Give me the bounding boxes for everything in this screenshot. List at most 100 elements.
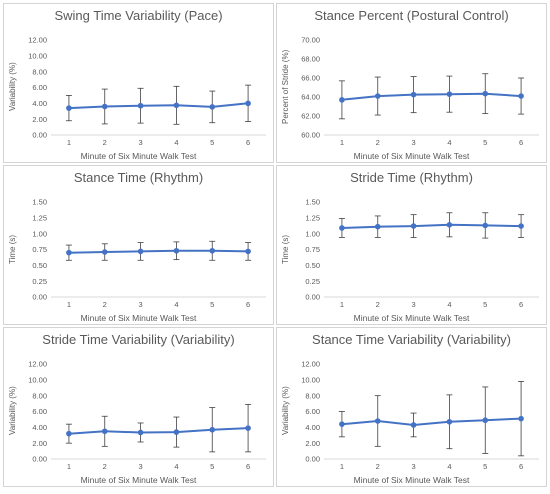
x-tick-label: 3 (138, 300, 142, 309)
x-axis-title: Minute of Six Minute Walk Test (80, 313, 197, 323)
data-point (209, 104, 216, 110)
x-axis-title: Minute of Six Minute Walk Test (80, 151, 197, 161)
y-tick-label: 8.00 (305, 391, 320, 400)
y-tick-label: 2.00 (32, 439, 47, 448)
y-tick-label: 0.00 (305, 293, 320, 302)
data-point (482, 417, 489, 424)
chart-panel: Stance Time (Rhythm) 0.00 0.25 0.50 0.75 1.00… (3, 165, 274, 325)
data-point (518, 93, 524, 99)
series-line (341, 417, 522, 427)
x-tick-label: 3 (411, 462, 415, 471)
x-tick-label: 3 (138, 462, 142, 471)
x-tick-label: 2 (103, 462, 107, 471)
x-axis-title: Minute of Six Minute Walk Test (80, 475, 197, 485)
data-point (374, 223, 381, 230)
x-tick-label: 6 (519, 138, 523, 147)
y-tick-label: 10.00 (28, 51, 47, 60)
data-point (482, 222, 489, 229)
y-tick-label: 2.00 (305, 439, 320, 448)
data-point (245, 248, 251, 255)
data-point (66, 430, 72, 437)
x-tick-label: 3 (411, 138, 415, 147)
data-point (339, 421, 345, 427)
x-tick-label: 1 (340, 300, 344, 309)
data-point (66, 105, 72, 111)
y-tick-label: 4.00 (32, 99, 47, 108)
y-tick-label: 66.00 (301, 74, 320, 83)
y-tick-label: 0.00 (305, 455, 320, 464)
chart-panel: Stride Time Variability (Variability) 0.0… (3, 327, 274, 487)
y-tick-label: 12.00 (301, 360, 320, 369)
x-tick-label: 5 (483, 300, 487, 309)
y-tick-label: 8.00 (32, 391, 47, 400)
y-axis-title: Percent of Stride (%) (281, 49, 290, 125)
x-tick-label: 2 (376, 300, 380, 309)
x-tick-label: 4 (174, 300, 178, 309)
y-tick-label: 4.00 (32, 423, 47, 432)
chart-panel: Stride Time (Rhythm) 0.00 0.25 0.50 0.75 1.00… (276, 165, 547, 325)
data-point (66, 249, 72, 256)
y-tick-label: 60.00 (301, 131, 320, 140)
y-tick-label: 1.00 (32, 229, 47, 238)
data-point (446, 91, 453, 97)
chart-title: Stride Time (Rhythm) (350, 170, 473, 185)
data-point (245, 100, 251, 107)
x-tick-label: 1 (67, 462, 71, 471)
y-axis-title: Variability (%) (8, 62, 17, 112)
data-point (173, 102, 180, 109)
x-tick-label: 2 (376, 138, 380, 147)
chart-panel: Stance Percent (Postural Control) 60.00 6 2… (276, 3, 547, 163)
y-tick-label: 0.50 (305, 261, 320, 270)
x-tick-label: 1 (67, 138, 71, 147)
y-tick-label: 6.00 (32, 83, 47, 92)
y-tick-label: 6.00 (305, 407, 320, 416)
data-point (245, 425, 251, 431)
data-point (173, 247, 180, 254)
x-tick-label: 4 (447, 138, 451, 147)
series-line (341, 223, 522, 229)
data-point (410, 223, 417, 229)
y-tick-label: 0.00 (32, 131, 47, 140)
y-tick-label: 0.00 (32, 293, 47, 302)
data-point (137, 429, 144, 436)
data-point (482, 90, 489, 97)
y-tick-label: 8.00 (32, 67, 47, 76)
data-point (446, 222, 453, 228)
x-tick-label: 2 (103, 300, 107, 309)
x-tick-label: 5 (210, 462, 214, 471)
y-tick-label: 12.00 (28, 36, 47, 45)
chart-panel: Swing Time Variability (Pace) 0.00 2.00 4.0… (3, 3, 274, 163)
chart-plot: 0.00 2.00 4.00 6.00 8.00 10.00 12.00 1 2 3 4 5 6 (28, 36, 266, 147)
y-tick-label: 1.25 (305, 213, 320, 222)
data-point (137, 248, 144, 255)
x-tick-label: 5 (210, 138, 214, 147)
y-axis-title: Time (s) (8, 234, 17, 264)
y-tick-label: 0.25 (32, 277, 47, 286)
chart-plot: 60.00 62.00 64.00 66.00 68.00 70.00 1 2 3 4 5 6 (301, 36, 539, 147)
chart-title: Stride Time Variability (Variability) (42, 332, 235, 347)
y-tick-label: 0.75 (305, 245, 320, 254)
x-axis-title: Minute of Six Minute Walk Test (353, 313, 470, 323)
data-point (446, 418, 453, 425)
chart-title: Stance Percent (Postural Control) (314, 8, 509, 23)
data-point (518, 223, 524, 229)
x-tick-label: 2 (376, 462, 380, 471)
x-tick-label: 5 (210, 300, 214, 309)
y-tick-label: 12.00 (28, 360, 47, 369)
data-point (101, 103, 108, 110)
y-tick-label: 70.00 (301, 36, 320, 45)
y-tick-label: 0.00 (32, 455, 47, 464)
y-tick-label: 10.00 (28, 375, 47, 384)
data-point (209, 426, 216, 433)
series-line (68, 249, 249, 254)
chart-plot: 0.00 0.25 0.50 0.75 1.00 1.25 1.50 1 2 3 4 5 6 (32, 198, 266, 309)
data-point (101, 249, 108, 255)
y-tick-label: 0.50 (32, 261, 47, 270)
x-tick-label: 4 (174, 138, 178, 147)
data-point (410, 91, 417, 98)
x-tick-label: 1 (340, 462, 344, 471)
data-point (339, 97, 345, 103)
series-line (68, 427, 249, 435)
data-point (518, 415, 524, 422)
y-tick-label: 6.00 (32, 407, 47, 416)
